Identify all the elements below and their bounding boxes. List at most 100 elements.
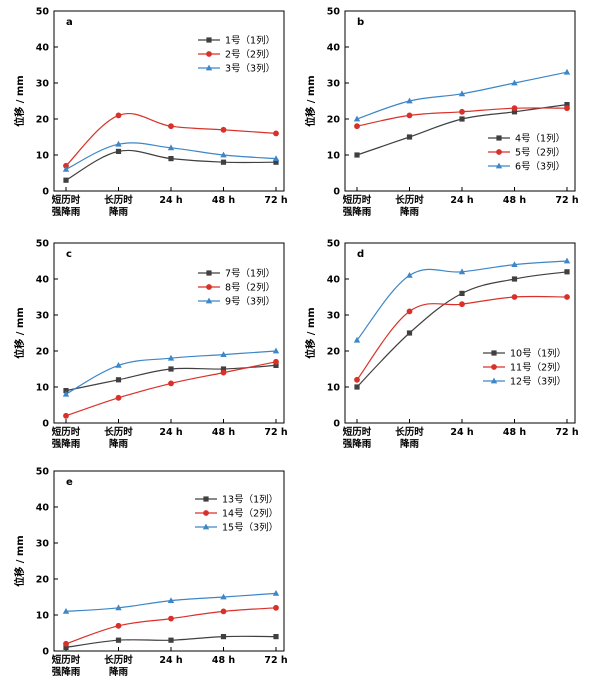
y-tick-label: 20 bbox=[36, 347, 50, 358]
x-tick-label: 短历时强降雨 bbox=[343, 194, 372, 218]
y-tick-label: 50 bbox=[36, 7, 50, 18]
series-3 bbox=[353, 68, 571, 122]
y-tick-label: 40 bbox=[36, 43, 50, 54]
data-point bbox=[115, 637, 122, 643]
panel-label: d bbox=[357, 249, 364, 260]
y-tick-label: 50 bbox=[327, 239, 341, 250]
data-point bbox=[511, 261, 518, 267]
legend-label: 3号（3列） bbox=[225, 63, 275, 75]
y-tick-label: 20 bbox=[36, 115, 50, 126]
x-tick-label-line: 24 h bbox=[450, 195, 474, 206]
x-tick-label-line: 降雨 bbox=[109, 438, 129, 450]
x-tick-label: 72 h bbox=[264, 195, 288, 206]
y-tick-label: 40 bbox=[327, 43, 341, 54]
data-point bbox=[63, 640, 69, 647]
data-point bbox=[354, 123, 360, 130]
y-tick-label: 30 bbox=[36, 79, 50, 90]
data-point bbox=[511, 79, 518, 86]
x-tick-label: 24 h bbox=[159, 427, 183, 438]
data-point bbox=[115, 604, 122, 611]
legend-marker bbox=[205, 297, 213, 304]
x-tick-label: 短历时强降雨 bbox=[52, 194, 81, 218]
data-point bbox=[220, 593, 227, 600]
legend-label: 11号（2列） bbox=[510, 362, 566, 374]
x-tick-label-line: 短历时 bbox=[343, 426, 372, 438]
y-tick-label: 50 bbox=[327, 7, 341, 18]
data-point bbox=[459, 116, 465, 122]
legend-marker bbox=[206, 284, 212, 290]
x-tick-label: 48 h bbox=[212, 427, 236, 438]
legend: 7号（1列） 8号（2列） 9号（3列） bbox=[198, 268, 275, 308]
x-tick-label: 72 h bbox=[555, 195, 579, 206]
legend-marker bbox=[495, 162, 503, 169]
x-tick-label-line: 72 h bbox=[264, 195, 288, 206]
data-point bbox=[168, 637, 174, 643]
legend-marker bbox=[202, 523, 210, 530]
x-tick-label-line: 降雨 bbox=[109, 206, 129, 218]
x-tick-label-line: 48 h bbox=[212, 195, 236, 206]
legend-label: 13号（1列） bbox=[222, 494, 278, 506]
x-tick-label-line: 短历时 bbox=[52, 426, 81, 438]
data-point bbox=[167, 597, 175, 603]
series-3 bbox=[62, 140, 280, 172]
data-point bbox=[511, 105, 518, 112]
legend-label: 1号（1列） bbox=[225, 35, 275, 47]
y-tick-label: 10 bbox=[327, 151, 341, 162]
series-line bbox=[65, 149, 277, 181]
data-point bbox=[406, 112, 413, 119]
data-point bbox=[406, 308, 413, 315]
y-axis-label: 位移 / mm bbox=[304, 75, 317, 126]
x-tick-label: 48 h bbox=[503, 195, 527, 206]
x-tick-label-line: 48 h bbox=[212, 427, 236, 438]
legend-marker bbox=[206, 37, 212, 43]
data-point bbox=[564, 102, 570, 108]
legend-marker bbox=[206, 270, 212, 276]
x-tick-label-line: 长历时 bbox=[395, 194, 424, 206]
data-point bbox=[511, 294, 518, 300]
x-tick-label: 长历时降雨 bbox=[104, 194, 133, 218]
x-tick-label-line: 72 h bbox=[555, 427, 579, 438]
data-point bbox=[63, 412, 69, 419]
data-point bbox=[564, 294, 570, 300]
x-tick-label-line: 降雨 bbox=[400, 206, 420, 218]
y-tick-label: 50 bbox=[36, 239, 50, 250]
data-point bbox=[220, 159, 227, 165]
panel-label: c bbox=[66, 249, 72, 260]
x-tick-label-line: 短历时 bbox=[52, 194, 81, 206]
x-tick-label: 48 h bbox=[212, 655, 236, 666]
x-tick-label-line: 72 h bbox=[264, 655, 288, 666]
x-tick-label-line: 强降雨 bbox=[343, 438, 372, 450]
x-tick-label-line: 长历时 bbox=[395, 426, 424, 438]
legend-label: 15号（3列） bbox=[222, 522, 278, 534]
data-point bbox=[220, 366, 227, 372]
x-tick-label-line: 24 h bbox=[450, 427, 474, 438]
y-tick-label: 40 bbox=[36, 275, 50, 286]
plot-frame bbox=[53, 10, 285, 192]
panel-label: a bbox=[66, 17, 73, 28]
y-tick-label: 0 bbox=[333, 187, 340, 198]
y-tick-label: 30 bbox=[327, 79, 341, 90]
series-1 bbox=[63, 148, 279, 183]
data-point bbox=[564, 105, 570, 112]
x-tick-label-line: 短历时 bbox=[52, 654, 81, 666]
x-tick-label: 24 h bbox=[159, 195, 183, 206]
x-tick-label-line: 24 h bbox=[159, 427, 183, 438]
series-1 bbox=[63, 634, 279, 650]
x-tick-label-line: 72 h bbox=[264, 427, 288, 438]
legend-label: 2号（2列） bbox=[225, 49, 275, 61]
data-point bbox=[63, 177, 69, 183]
plot-frame bbox=[53, 470, 285, 652]
y-tick-label: 0 bbox=[333, 419, 340, 430]
data-point bbox=[220, 634, 227, 640]
y-tick-label: 0 bbox=[42, 419, 49, 430]
x-tick-label: 24 h bbox=[450, 195, 474, 206]
data-point bbox=[273, 130, 279, 137]
y-tick-label: 50 bbox=[36, 467, 50, 478]
data-point bbox=[511, 276, 518, 282]
data-point bbox=[220, 151, 227, 158]
data-point bbox=[406, 272, 413, 278]
series-2 bbox=[354, 294, 570, 383]
